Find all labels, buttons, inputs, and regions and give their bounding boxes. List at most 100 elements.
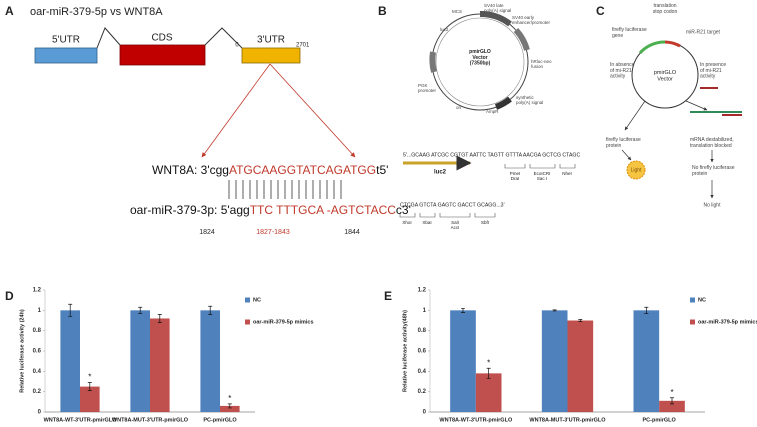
label-line: AccI	[451, 225, 460, 230]
error-bar	[208, 305, 213, 315]
label: luc2	[434, 170, 447, 176]
x-tick-label: PC-pmirGLO	[643, 417, 677, 423]
bar	[80, 386, 100, 412]
vector-feature	[494, 96, 512, 110]
legend-swatch	[690, 319, 695, 325]
label: 1844	[344, 229, 360, 236]
label: SV40 early enhancer/promoter	[512, 15, 551, 25]
label-line: of mi-R21	[610, 68, 632, 74]
bar	[633, 310, 660, 412]
y-tick-label: 0	[423, 410, 427, 416]
sequence-part: WNT8A: 3'cgg	[152, 163, 229, 177]
label-line: enhancer/promoter	[512, 20, 551, 25]
label: SbfI	[481, 220, 489, 225]
label: 1827-1843	[256, 229, 290, 236]
label: XhoI	[402, 220, 411, 225]
label: PGK promoter	[418, 83, 437, 93]
label: miR-R21 target	[686, 29, 721, 35]
label-line: PGK	[418, 83, 428, 88]
label: PmeI DraI	[510, 171, 521, 181]
y-tick-label: 0.2	[33, 389, 42, 395]
label-line: EcoICRI	[534, 171, 551, 176]
base-pairs	[228, 180, 342, 199]
error-bar	[644, 306, 649, 314]
error-bar	[552, 309, 557, 312]
error-bar	[578, 319, 583, 322]
bar	[60, 310, 80, 412]
panel-title: oar-miR-379-5p vs WNT8A	[30, 6, 163, 18]
panel-label: E	[384, 289, 392, 303]
label-line: hRluc-neo	[531, 59, 552, 64]
legend-label: oar-miR-379-5p mimics	[698, 319, 757, 325]
label-line: SV40 early	[512, 15, 535, 20]
error-bar	[87, 382, 92, 391]
y-tick-label: 0.6	[33, 349, 42, 355]
sequence: oar-miR-379-3p: 5'aggTTC TTTGCA -AGTCTAC…	[130, 203, 411, 217]
label: translation stop codon	[653, 3, 678, 15]
sequence-part: TTC TTTGCA -AGTCTACC	[250, 203, 397, 217]
label-line: DraI	[511, 176, 520, 181]
sequence: CTCGA GTCTA GAGTC GACCT GCAGG...3'	[400, 202, 505, 208]
legend-label: NC	[698, 297, 706, 303]
sequence-part: c3'	[396, 203, 411, 217]
label: SV40 late poly(A) signal	[484, 3, 511, 13]
y-tick-label: 0.4	[418, 369, 427, 375]
intron	[204, 27, 243, 49]
label-line: Sac I	[537, 176, 547, 181]
label-line: In presence	[700, 62, 726, 68]
label: EcoICRI Sac I	[534, 171, 551, 181]
sequence-part: oar-miR-379-3p: 5'agg	[130, 203, 250, 217]
y-tick-label: 1	[38, 308, 42, 314]
arrow	[685, 100, 708, 111]
label-line: SV40 late	[484, 3, 504, 8]
label-line: No firefly luciferase	[692, 165, 735, 171]
label-line: Vector	[657, 77, 673, 83]
intron	[96, 27, 121, 49]
light-burst	[626, 160, 646, 180]
label: 3'UTR	[257, 35, 285, 46]
y-tick-label: 0.8	[33, 328, 42, 334]
label-line: activity	[700, 74, 716, 80]
y-tick-label: 0	[38, 410, 42, 416]
label-line: protein	[692, 171, 708, 177]
legend-swatch	[245, 319, 250, 325]
error-bar	[227, 403, 232, 409]
y-axis-label: Relative luciferase activity (24h)	[19, 309, 25, 393]
utr5-box	[34, 47, 98, 64]
cds-box	[119, 44, 206, 66]
sequence-part: t5'	[376, 163, 388, 177]
bar	[200, 310, 220, 412]
target-arc	[664, 40, 681, 48]
label-line: poly(A) signal	[484, 8, 511, 13]
legend-swatch	[245, 297, 250, 303]
label-line: mRNA destabilized,	[690, 137, 734, 143]
label: firefly luciferase gene	[612, 27, 647, 39]
vector-feature	[429, 51, 437, 73]
label-line: pmirGLO	[654, 70, 677, 76]
y-tick-label: 0.8	[418, 328, 427, 334]
x-tick-label: WNT8A-MUT-3'UTR-pmirGLO	[112, 417, 189, 423]
label-line: gene	[612, 33, 623, 39]
label-line: translation blocked	[690, 143, 732, 149]
label-line: PmeI	[510, 171, 521, 176]
label: ori	[456, 105, 461, 110]
bar	[130, 310, 150, 412]
label-line: Vector	[472, 55, 487, 61]
zoom-arrow	[269, 63, 356, 158]
label-line: promoter	[418, 88, 437, 93]
label-line: poly(A) signal	[516, 100, 543, 105]
vector-feature	[513, 27, 530, 51]
y-tick-label: 1	[423, 308, 427, 314]
panel-label: C	[596, 4, 605, 18]
error-bar	[486, 367, 491, 379]
label-line: (7350bp)	[470, 61, 491, 67]
sequence: 5'...GCAAG ATCGC CGTGT AATTC TAGTT GTTTA…	[403, 152, 580, 158]
label-line: synthetic	[516, 95, 535, 100]
sequence-part: ATGCAAGGTATCAGATGG	[229, 163, 376, 177]
x-tick-label: PC-pmirGLO	[203, 417, 237, 423]
label-line: activity	[610, 74, 626, 80]
x-tick-label: WNT8A-WT-3'UTR-pmirGLO	[44, 417, 118, 423]
arrow	[621, 149, 632, 161]
